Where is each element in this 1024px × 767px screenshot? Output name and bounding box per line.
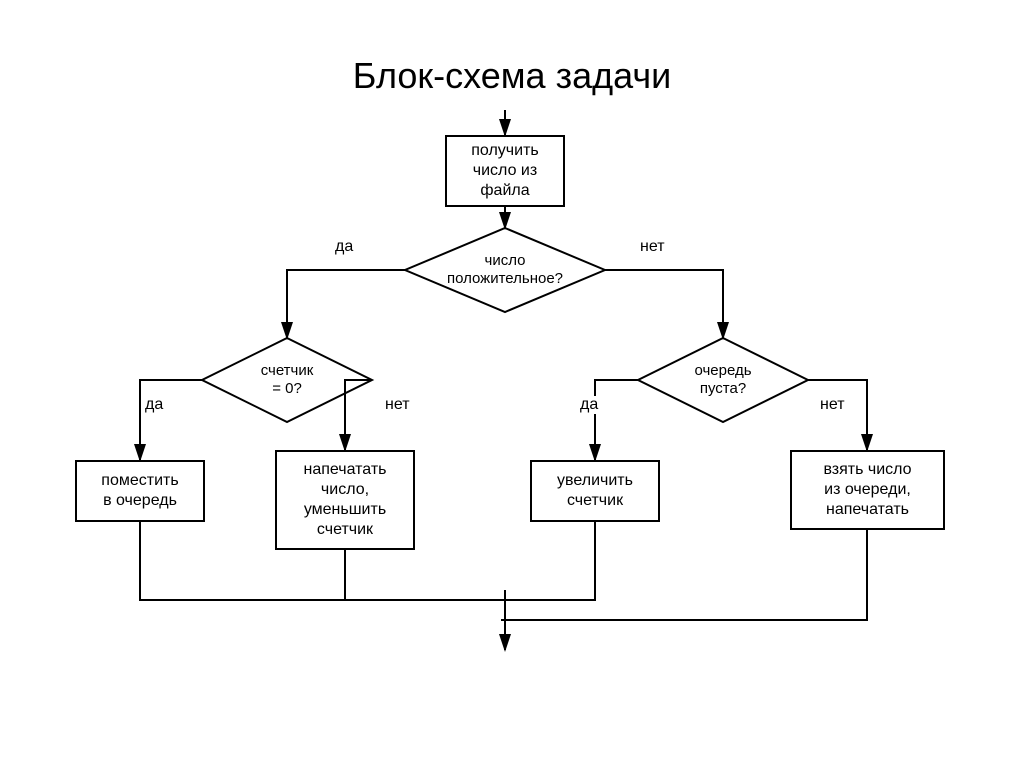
node-increment: увеличитьсчетчик [530,460,660,522]
flowchart-edges [0,0,1024,767]
decision-counter-zero: счетчик= 0? [202,340,372,420]
node-read-number: получитьчисло изфайла [445,135,565,207]
edge-label-yes-3: да [580,396,598,414]
node-dequeue-print: взять числоиз очереди,напечатать [790,450,945,530]
node-enqueue: поместитьв очередь [75,460,205,522]
edge-label-no-2: нет [385,396,410,414]
edge-label-no-1: нет [640,238,665,256]
edge-label-yes-2: да [145,396,163,414]
decision-queue-empty: очередьпуста? [638,340,808,420]
edge-label-no-3: нет [820,396,845,414]
decision-positive: числоположительное? [405,230,605,310]
page-title: Блок-схема задачи [0,55,1024,97]
edge-label-yes-1: да [335,238,353,256]
node-print-decrement: напечататьчисло,уменьшитьсчетчик [275,450,415,550]
